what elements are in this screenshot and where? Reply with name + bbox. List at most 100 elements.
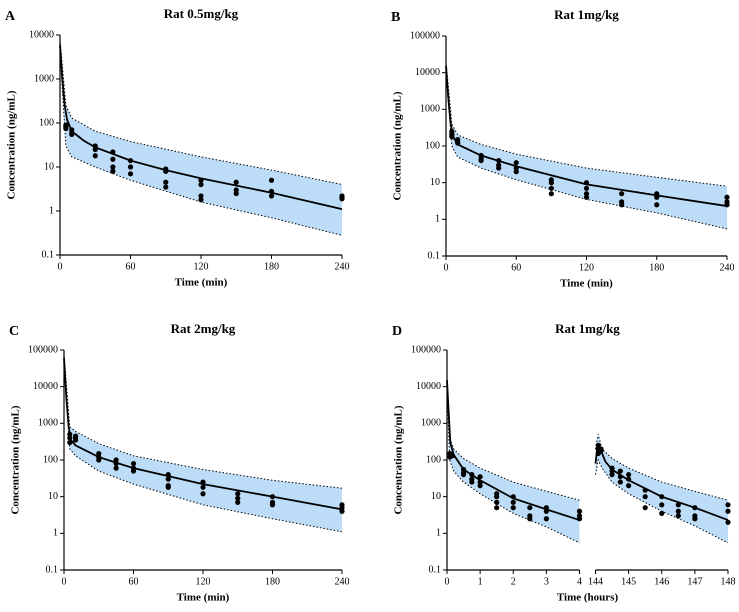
median-line [59,44,343,211]
y-tick-label: 0.1 [428,250,441,261]
observed-point [510,494,516,500]
observed-point [617,468,623,474]
y-tick-label: 10 [431,491,441,502]
x-tick-label: 60 [126,261,136,272]
x-tick-label: 60 [511,262,521,273]
observed-point [494,499,500,505]
observed-point [96,450,102,457]
prediction-band [64,353,342,532]
observed-point [659,494,665,500]
observed-point [268,177,275,183]
observed-point [477,479,483,485]
observed-point [548,191,554,197]
observed-point [72,435,79,441]
observed-point [583,194,590,200]
x-tick-label: 2 [511,576,516,587]
observed-point [339,505,345,511]
x-tick-label: 144 [588,576,603,587]
x-tick-label: 180 [264,261,279,272]
y-axis-label: Concentration (ng/mL) [6,90,18,199]
observed-point [642,505,648,511]
y-tick-label: 1 [436,528,441,539]
observed-point [67,435,73,441]
x-tick-label: 4 [577,576,582,587]
y-tick-label: 10000 [415,67,440,78]
observed-point [113,465,119,471]
observed-point [200,491,206,497]
observed-point [543,505,549,511]
observed-point [163,179,169,185]
x-tick-label: 0 [58,261,63,272]
observed-point [113,457,119,463]
observed-point [449,453,456,459]
observed-point [654,194,660,200]
y-tick-label: 1000 [420,104,440,115]
y-tick-label: 10 [44,161,54,172]
observed-point [654,202,660,208]
observed-point [67,439,73,446]
observed-point [543,516,549,522]
observed-point [725,519,731,525]
x-tick-label: 180 [649,262,664,273]
y-tick-label: 10000 [416,381,441,392]
y-tick-label: 1 [53,528,58,539]
y-tick-label: 100000 [28,344,58,355]
y-tick-label: 100000 [410,30,440,41]
y-tick-label: 1000 [421,418,441,429]
observed-point [339,196,345,202]
y-axis-label: Concentration (ng/mL) [393,405,405,514]
observed-point [617,479,623,485]
observed-point [110,149,116,155]
x-axis-label: Time (hours) [557,592,619,604]
y-tick-label: 10000 [33,381,58,392]
chart-title: Rat 1mg/kg [554,7,619,22]
observed-point [609,471,615,478]
x-tick-label: 120 [196,576,211,587]
observed-point [455,139,461,145]
y-tick-label: 0.1 [46,564,59,575]
observed-point [200,484,206,490]
observed-point [198,177,204,183]
observed-point [494,505,500,511]
observed-point [576,508,583,514]
x-tick-label: 120 [194,261,209,272]
observed-point [548,180,554,186]
observed-point [496,165,502,171]
y-tick-label: 100 [425,140,440,151]
x-tick-label: 240 [335,576,350,587]
observed-point [598,448,604,454]
x-tick-label: 240 [335,261,350,272]
observed-point [198,193,204,199]
panel-label: D [392,324,402,339]
band-lower [59,52,343,236]
observed-point [617,474,623,480]
y-tick-label: 1000 [34,73,54,84]
observed-point [642,494,648,500]
y-axis-label: Concentration (ng/mL) [10,405,22,514]
y-tick-label: 10 [48,491,58,502]
x-axis-label: Time (min) [560,278,613,290]
observed-point [233,179,239,185]
x-tick-label: 1 [478,576,483,587]
observed-point [165,484,171,490]
observed-point [130,460,137,467]
y-axis-label: Concentration (ng/mL) [392,91,404,200]
x-tick-label: 148 [721,576,736,587]
observed-point [235,499,241,505]
observed-point [339,508,345,514]
observed-point [478,157,484,164]
observed-point [127,171,134,177]
observed-point [619,191,625,197]
observed-point [609,468,615,474]
observed-point [692,516,698,522]
observed-point [642,487,648,493]
observed-point [576,516,583,522]
prediction-band [60,39,342,236]
observed-point [198,197,204,203]
y-tick-label: 100 [43,454,58,465]
y-tick-label: 0.1 [42,249,55,260]
x-tick-label: 146 [654,576,669,587]
observed-point [510,505,516,511]
chart-title: Rat 2mg/kg [171,321,236,336]
